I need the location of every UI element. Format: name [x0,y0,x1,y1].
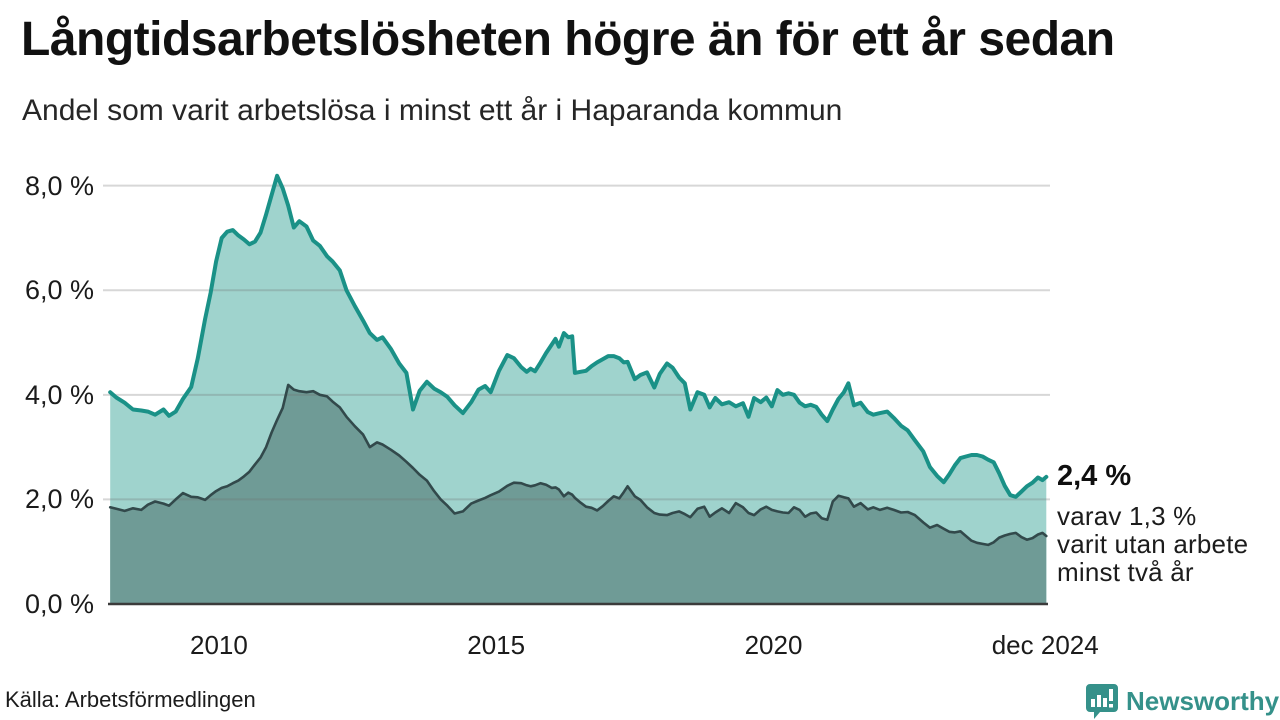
two-year-area-fill [110,384,1047,604]
total-line [108,173,1049,499]
y-tick-label: 6,0 % [24,275,94,306]
annotation-detail-line: varav 1,3 % [1057,501,1197,531]
y-tick-label: 2,0 % [24,484,94,515]
y-tick-label: 4,0 % [24,379,94,410]
annotation-detail-line: varit utan arbete [1057,529,1249,559]
page-subtitle: Andel som varit arbetslösa i minst ett å… [22,94,843,127]
newsworthy-speech-bubble-bar-chart-icon [1086,684,1118,719]
page-title: Långtidsarbetslösheten högre än för ett … [21,13,1115,66]
x-tick-label: 2010 [189,630,248,660]
newsworthy-logo: Newsworthy [1085,683,1279,719]
x-tick-label: 2020 [744,630,803,660]
latest-value-annotation: 2,4 % varav 1,3 % varit utan arbete mins… [1057,460,1248,586]
x-tick-label: 2015 [467,630,526,660]
latest-total-value: 2,4 % [1057,460,1132,492]
brand-name: Newsworthy [1126,685,1280,716]
x-tick-label: dec 2024 [991,630,1099,660]
source-credit: Källa: Arbetsförmedlingen [5,687,256,712]
y-tick-label: 0,0 % [24,589,94,619]
two-year-line [108,383,1048,547]
y-tick-label: 8,0 % [24,170,94,201]
annotation-detail-line: minst två år [1057,557,1194,587]
